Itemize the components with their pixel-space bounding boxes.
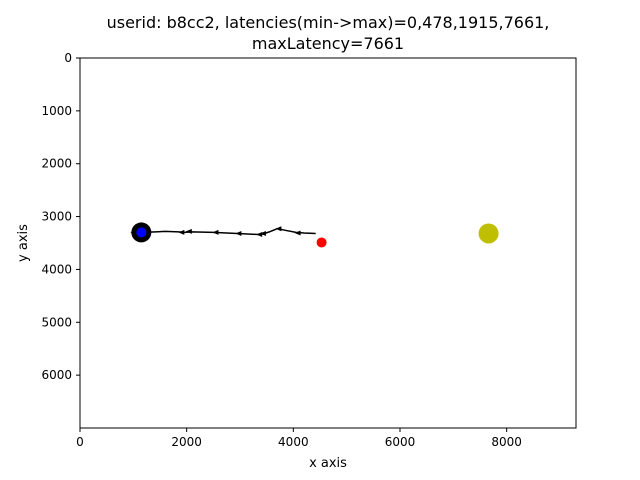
- y-tick-label: 0: [64, 51, 72, 65]
- trajectory-arrow: [294, 230, 301, 236]
- plot-area: [79, 57, 577, 429]
- trajectory-arrow: [259, 230, 266, 236]
- trajectory-arrow: [212, 229, 219, 235]
- y-tick-label: 5000: [41, 315, 72, 329]
- x-tick-label: 4000: [278, 435, 309, 449]
- x-tick-label: 2000: [171, 435, 202, 449]
- target-marker: [478, 223, 499, 244]
- y-tick-label: 4000: [41, 262, 72, 276]
- y-tick-label: 6000: [41, 368, 72, 382]
- y-tick-label: 3000: [41, 210, 72, 224]
- first-marker: [136, 227, 147, 238]
- chart-title-line-2: maxLatency=7661: [252, 34, 404, 53]
- series-layer: [130, 222, 499, 248]
- y-tick-label: 2000: [41, 157, 72, 171]
- x-tick-label: 6000: [385, 435, 416, 449]
- chart-title-line-1: userid: b8cc2, latencies(min->max)=0,478…: [107, 13, 550, 32]
- y-tick-label: 1000: [41, 104, 72, 118]
- trajectory-arrow: [235, 230, 242, 236]
- x-axis-label: x axis: [309, 456, 347, 471]
- y-axis-ticks: 0 1000 2000 3000 4000 5000 6000: [41, 51, 80, 382]
- x-tick-label: 8000: [491, 435, 522, 449]
- last-marker: [316, 237, 327, 248]
- y-axis-label: y axis: [16, 224, 31, 262]
- trajectory-arrow: [178, 229, 185, 235]
- trajectory-arrow: [256, 232, 263, 238]
- x-tick-label: 0: [76, 435, 84, 449]
- trajectory-arrow: [185, 228, 192, 234]
- x-axis-ticks: 0 2000 4000 6000 8000: [76, 428, 522, 449]
- trajectory-arrow: [275, 226, 282, 232]
